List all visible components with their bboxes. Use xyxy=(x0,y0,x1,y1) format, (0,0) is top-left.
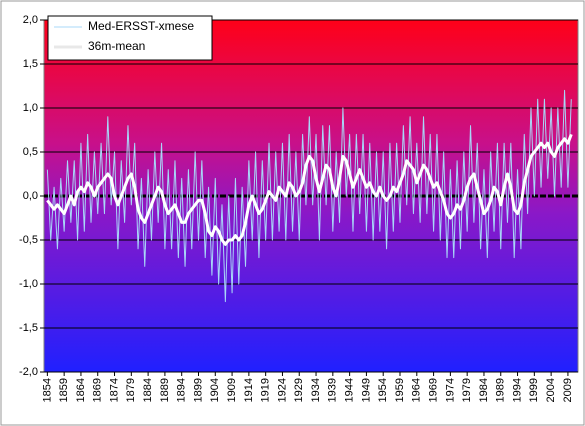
x-tick-label: 1904 xyxy=(209,378,221,402)
x-tick-label: 1979 xyxy=(461,378,473,402)
x-tick-label: 1929 xyxy=(293,378,305,402)
x-tick-label: 1884 xyxy=(142,378,154,402)
x-tick-label: 1864 xyxy=(75,378,87,402)
x-tick-label: 1879 xyxy=(125,378,137,402)
x-tick-label: 1914 xyxy=(243,378,255,402)
x-tick-label: 1889 xyxy=(159,378,171,402)
axes: -2,0 -1,5 -1,0 -0,5 0,0 0,5 1,0 1,5 2,0 1854 1859 1… xyxy=(19,14,574,403)
y-tick-label: -0,5 xyxy=(19,234,38,246)
legend-box xyxy=(47,15,213,61)
series-line xyxy=(46,89,572,303)
x-tick-label: 1909 xyxy=(226,378,238,402)
x-tick-label: 1944 xyxy=(344,378,356,402)
y-tick-label: 1,0 xyxy=(23,102,38,114)
x-tick-label: 1974 xyxy=(444,378,456,402)
marks xyxy=(46,89,573,303)
y-tick-label: 2,0 xyxy=(23,14,38,26)
x-tick-label: 1999 xyxy=(528,378,540,402)
x-tick-label: 1899 xyxy=(192,378,204,402)
x-tick-label: 1854 xyxy=(41,378,53,402)
x-tick-label: 1994 xyxy=(511,378,523,402)
x-tick-label: 1984 xyxy=(478,378,490,402)
x-tick-label: 1919 xyxy=(260,378,272,402)
x-tick-label: 1859 xyxy=(58,378,70,402)
x-tick-label: 1939 xyxy=(327,378,339,402)
x-tick-label: 1874 xyxy=(108,378,120,402)
x-tick-label: 1969 xyxy=(427,378,439,402)
y-tick-label: -1,0 xyxy=(19,278,38,290)
x-tick-label: 1989 xyxy=(495,378,507,402)
x-tick-label: 1949 xyxy=(360,378,372,402)
x-tick-label: 1954 xyxy=(377,378,389,402)
legend-label: 36m-mean xyxy=(88,39,145,53)
x-tick-label: 1959 xyxy=(394,378,406,402)
x-tick-label: 1934 xyxy=(310,378,322,402)
x-tick-label: 1894 xyxy=(176,378,188,402)
x-tick-label: 2009 xyxy=(562,378,574,402)
x-tick-label: 1924 xyxy=(276,378,288,402)
y-tick-label: -2,0 xyxy=(19,366,38,378)
legend: Med-ERSST-xmese 36m-mean xyxy=(47,15,213,61)
series-line xyxy=(46,133,573,246)
x-tick-label: 1964 xyxy=(411,378,423,402)
legend-label: Med-ERSST-xmese xyxy=(88,19,194,33)
x-tick-label: 2004 xyxy=(545,378,557,402)
y-tick-label: 0,0 xyxy=(23,190,38,202)
x-tick-label: 1869 xyxy=(92,378,104,402)
y-tick-label: -1,5 xyxy=(19,322,38,334)
y-tick-label: 0,5 xyxy=(23,146,38,158)
y-tick-label: 1,5 xyxy=(23,58,38,70)
